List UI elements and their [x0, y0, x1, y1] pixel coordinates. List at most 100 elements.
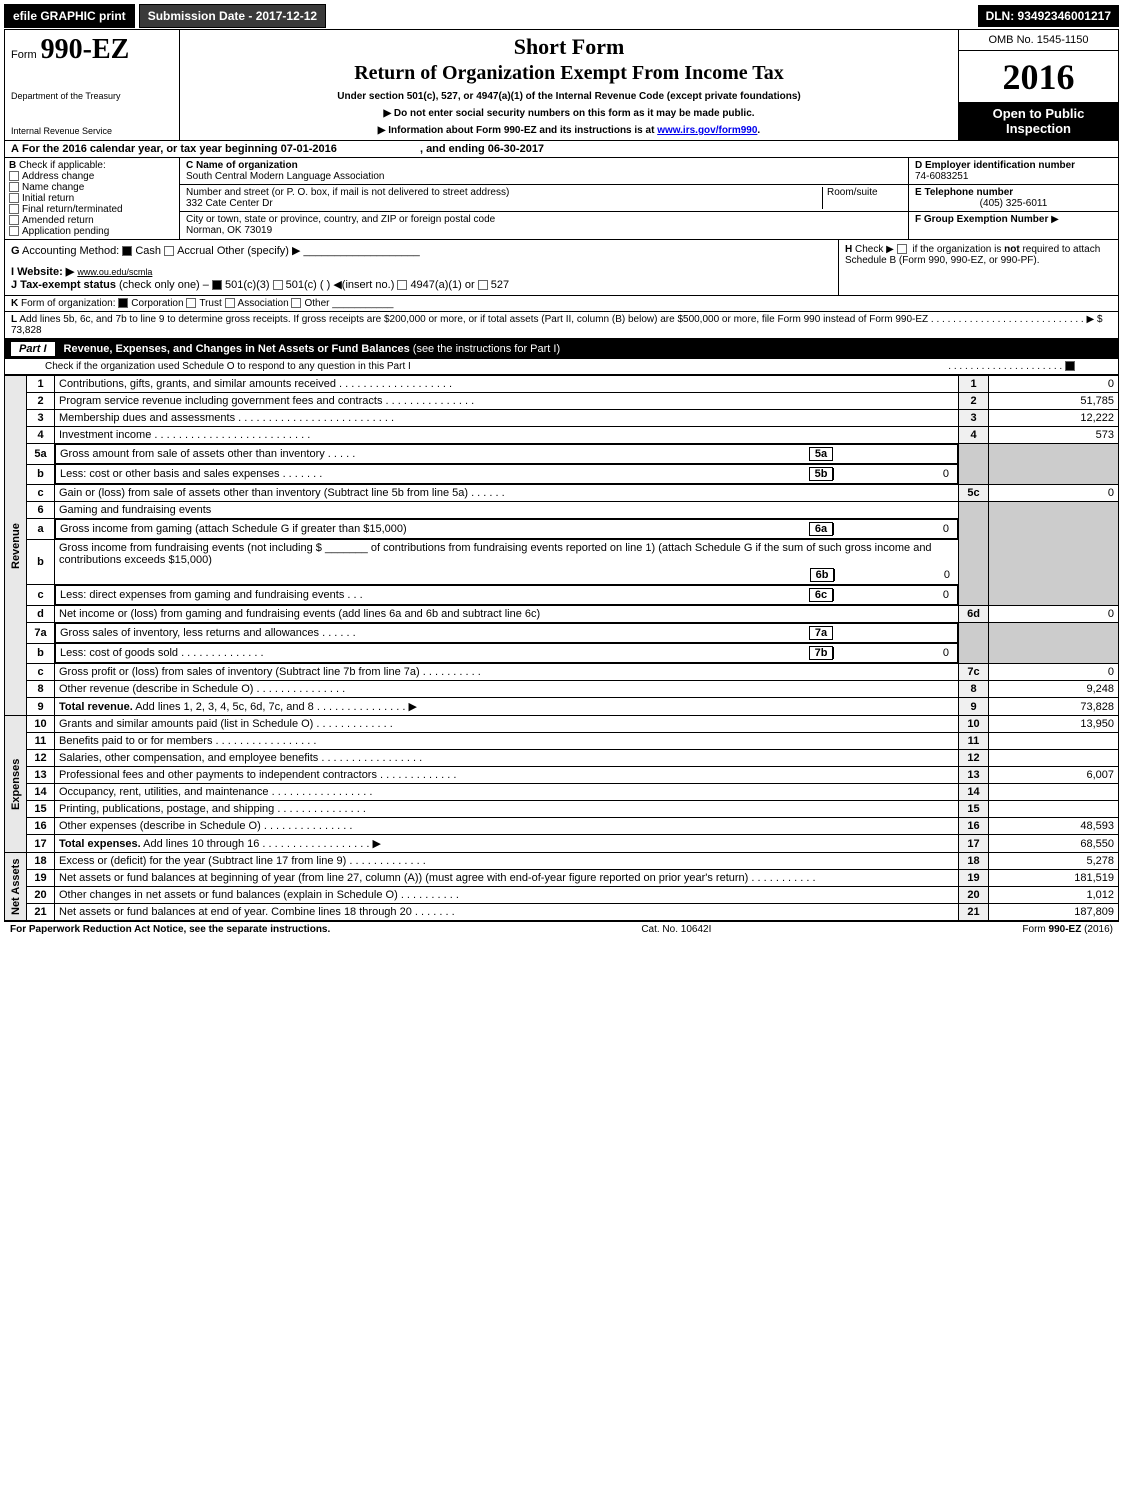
line-2-desc: Program service revenue including govern…: [55, 393, 959, 410]
line-14-num: 14: [27, 784, 55, 801]
line-20-desc: Other changes in net assets or fund bala…: [55, 887, 959, 904]
527-checkbox[interactable]: [478, 280, 488, 290]
line-3-amt: 12,222: [989, 410, 1119, 427]
form-number: 990-EZ: [41, 34, 130, 66]
efile-graphic-print-button[interactable]: efile GRAPHIC print: [4, 4, 135, 28]
line-6a-sub: 6a: [809, 522, 833, 536]
line-16-num: 16: [27, 818, 55, 835]
line-6c-subamt: 0: [833, 589, 953, 601]
final-return-checkbox[interactable]: [9, 204, 19, 214]
corporation-label: Corporation: [131, 298, 183, 309]
line-13-desc: Professional fees and other payments to …: [55, 767, 959, 784]
return-title: Return of Organization Exempt From Incom…: [184, 62, 954, 85]
line-7b-desc: Less: cost of goods sold . . . . . . . .…: [55, 643, 958, 663]
line-1-num: 1: [27, 376, 55, 393]
corporation-checkbox[interactable]: [118, 298, 128, 308]
line-21-amt: 187,809: [989, 904, 1119, 921]
other-org-checkbox[interactable]: [291, 298, 301, 308]
check-if-applicable: Check if applicable:: [19, 160, 106, 171]
form-footer: Form 990-EZ (2016): [1022, 924, 1113, 935]
l-arrow: ▶: [1087, 314, 1095, 325]
association-label: Association: [238, 298, 289, 309]
address-change-checkbox[interactable]: [9, 171, 19, 181]
line-5c-num: c: [27, 485, 55, 502]
application-pending-checkbox[interactable]: [9, 226, 19, 236]
line-5ab-grey-amt: [989, 444, 1119, 485]
row-k: K Form of organization: Corporation Trus…: [4, 296, 1119, 312]
line-19-ref: 19: [959, 870, 989, 887]
department-treasury: Department of the Treasury: [11, 91, 173, 101]
j-check-only-one: (check only one) –: [119, 279, 209, 291]
revenue-section-label: Revenue: [5, 376, 27, 716]
gh-left: G Accounting Method: Cash Accrual Other …: [5, 240, 838, 295]
submission-date-button[interactable]: Submission Date - 2017-12-12: [139, 4, 326, 28]
column-c: C Name of organization South Central Mod…: [180, 158, 908, 239]
line-5a-num: 5a: [27, 444, 55, 465]
line-6c-num: c: [27, 585, 55, 606]
short-form-title: Short Form: [184, 34, 954, 60]
line-6d-ref: 6d: [959, 606, 989, 623]
part-i-label: Part I: [10, 341, 56, 357]
accrual-checkbox[interactable]: [164, 246, 174, 256]
group-exemption-row: F Group Exemption Number ▶: [909, 212, 1118, 227]
line-18-ref: 18: [959, 853, 989, 870]
line-6b-num: b: [27, 540, 55, 585]
street-row: Number and street (or P. O. box, if mail…: [180, 185, 908, 212]
trust-checkbox[interactable]: [186, 298, 196, 308]
line-19-num: 19: [27, 870, 55, 887]
line-15-ref: 15: [959, 801, 989, 818]
line-2-ref: 2: [959, 393, 989, 410]
schedule-o-checkbox[interactable]: [1065, 361, 1075, 371]
h-not: not: [1004, 244, 1020, 255]
other-specify-label: Other (specify) ▶: [217, 245, 301, 257]
k-label: K: [11, 298, 18, 309]
4947-checkbox[interactable]: [397, 280, 407, 290]
d-label: D Employer identification number: [915, 160, 1112, 171]
room-suite-label: Room/suite: [822, 187, 902, 209]
association-checkbox[interactable]: [225, 298, 235, 308]
line-5c-amt: 0: [989, 485, 1119, 502]
form990-link[interactable]: www.irs.gov/form990: [657, 125, 757, 136]
line-5b-num: b: [27, 464, 55, 485]
form-header: Form 990-EZ Department of the Treasury I…: [4, 29, 1119, 141]
other-org-label: Other: [304, 298, 329, 309]
part-i-header: Part I Revenue, Expenses, and Changes in…: [4, 339, 1119, 359]
line-3-num: 3: [27, 410, 55, 427]
page-container: efile GRAPHIC print Submission Date - 20…: [0, 0, 1123, 941]
initial-return-checkbox[interactable]: [9, 193, 19, 203]
omb-number: OMB No. 1545-1150: [959, 30, 1118, 51]
line-7b-num: b: [27, 643, 55, 664]
form-of-org-label: Form of organization:: [21, 298, 116, 309]
website-link[interactable]: www.ou.edu/scmla: [77, 267, 152, 277]
c-label: C Name of organization: [186, 160, 902, 171]
header-middle: Short Form Return of Organization Exempt…: [180, 30, 958, 140]
under-section-text: Under section 501(c), 527, or 4947(a)(1)…: [184, 91, 954, 102]
line-2-num: 2: [27, 393, 55, 410]
line-17-num: 17: [27, 835, 55, 853]
line-11-amt: [989, 733, 1119, 750]
line-5c-desc: Gain or (loss) from sale of assets other…: [55, 485, 959, 502]
j-label: J Tax-exempt status: [11, 279, 116, 291]
line-21-ref: 21: [959, 904, 989, 921]
amended-return-label: Amended return: [22, 215, 94, 226]
line-6-num: 6: [27, 502, 55, 519]
line-8-ref: 8: [959, 681, 989, 698]
501c3-checkbox[interactable]: [212, 280, 222, 290]
info-pre: ▶ Information about Form 990-EZ and its …: [378, 125, 657, 136]
line-16-ref: 16: [959, 818, 989, 835]
column-def: D Employer identification number 74-6083…: [908, 158, 1118, 239]
net-assets-section-label: Net Assets: [5, 853, 27, 921]
cash-checkbox[interactable]: [122, 246, 132, 256]
amended-return-checkbox[interactable]: [9, 215, 19, 225]
name-change-checkbox[interactable]: [9, 182, 19, 192]
row-a-calendar-year: A For the 2016 calendar year, or tax yea…: [4, 141, 1119, 158]
e-label: E Telephone number: [915, 187, 1112, 198]
cat-number: Cat. No. 10642I: [641, 924, 711, 935]
501c-checkbox[interactable]: [273, 280, 283, 290]
paperwork-notice: For Paperwork Reduction Act Notice, see …: [10, 924, 330, 935]
line-3-desc: Membership dues and assessments . . . . …: [55, 410, 959, 427]
header-right: OMB No. 1545-1150 2016 Open to Public In…: [958, 30, 1118, 140]
schedule-b-checkbox[interactable]: [897, 244, 907, 254]
line-7ab-grey: [959, 623, 989, 664]
column-b-checkboxes: B Check if applicable: Address change Na…: [5, 158, 180, 239]
